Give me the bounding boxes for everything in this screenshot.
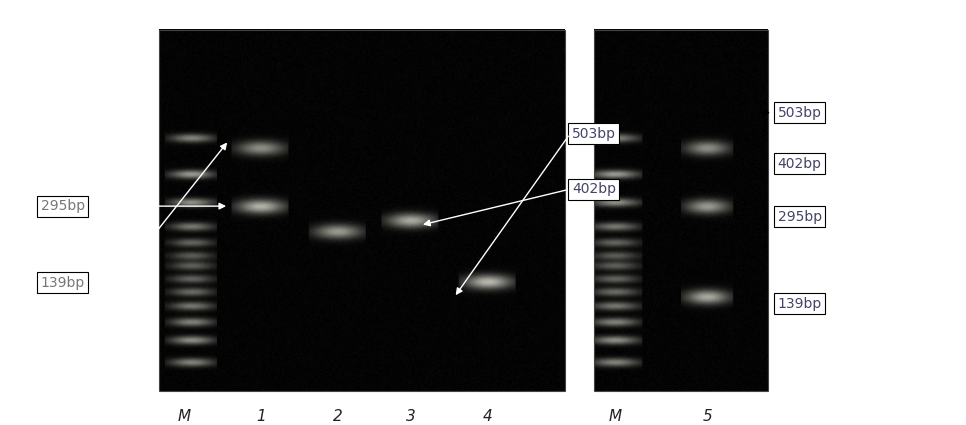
- Text: 503bp: 503bp: [778, 106, 822, 119]
- Text: 139bp: 139bp: [41, 276, 85, 289]
- Text: 139bp: 139bp: [778, 297, 822, 311]
- Text: 402bp: 402bp: [778, 157, 822, 170]
- Text: 402bp: 402bp: [572, 182, 616, 196]
- Text: 5: 5: [702, 409, 712, 424]
- Bar: [159, 30, 565, 391]
- Text: 1: 1: [256, 409, 266, 424]
- Text: 295bp: 295bp: [778, 210, 822, 224]
- Text: 3: 3: [406, 409, 415, 424]
- Text: M: M: [177, 409, 190, 424]
- Text: 295bp: 295bp: [41, 199, 85, 213]
- Text: M: M: [609, 409, 621, 424]
- Bar: [594, 30, 768, 391]
- Text: 2: 2: [333, 409, 343, 424]
- Text: 4: 4: [483, 409, 493, 424]
- Text: 503bp: 503bp: [572, 127, 616, 141]
